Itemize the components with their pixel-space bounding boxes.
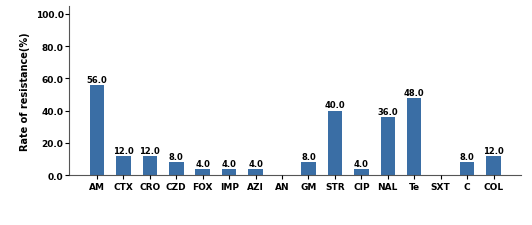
Text: 4.0: 4.0 (222, 159, 237, 168)
Text: 8.0: 8.0 (301, 152, 316, 161)
Bar (380, 118, 395, 176)
Bar (460, 163, 475, 176)
Text: 4.0: 4.0 (195, 159, 210, 168)
Bar (90, 86, 104, 176)
Bar (301, 163, 316, 176)
Bar (486, 156, 501, 176)
Text: 8.0: 8.0 (460, 152, 475, 161)
Text: 56.0: 56.0 (87, 75, 107, 84)
Bar (328, 111, 342, 176)
Text: 40.0: 40.0 (325, 101, 345, 110)
Bar (195, 169, 210, 176)
Bar (169, 163, 184, 176)
Text: 12.0: 12.0 (139, 146, 160, 155)
Bar (354, 169, 369, 176)
Text: 4.0: 4.0 (248, 159, 263, 168)
Text: 4.0: 4.0 (354, 159, 369, 168)
Text: 48.0: 48.0 (404, 88, 425, 97)
Bar (116, 156, 131, 176)
Bar (248, 169, 263, 176)
Text: 8.0: 8.0 (169, 152, 184, 161)
Text: 12.0: 12.0 (483, 146, 504, 155)
Text: 36.0: 36.0 (378, 107, 398, 116)
Y-axis label: Rate of resistance(%): Rate of resistance(%) (20, 32, 30, 150)
Bar (407, 98, 421, 176)
Text: 12.0: 12.0 (113, 146, 134, 155)
Bar (222, 169, 236, 176)
Bar (143, 156, 157, 176)
